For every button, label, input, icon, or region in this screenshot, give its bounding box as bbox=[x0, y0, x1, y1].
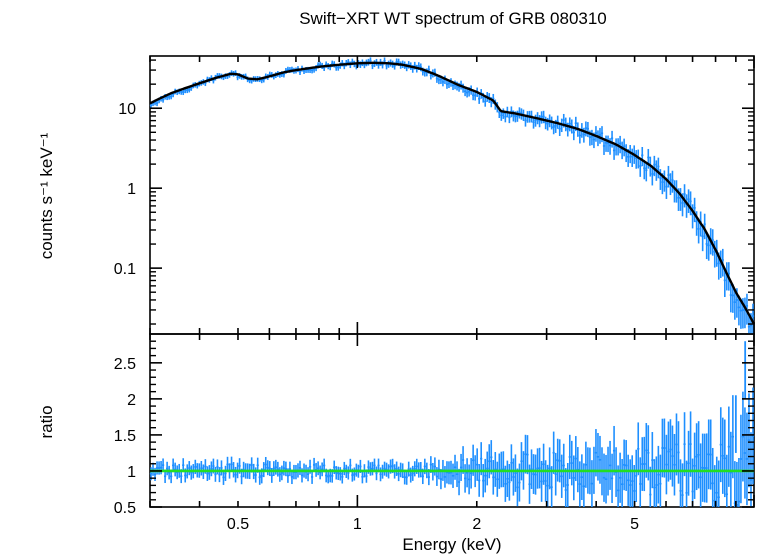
y-tick-label: 2.5 bbox=[114, 356, 136, 373]
y-axis-label-top: counts s⁻¹ keV⁻¹ bbox=[37, 132, 56, 259]
y-tick-label: 0.1 bbox=[114, 261, 136, 278]
y-axis-label-bottom: ratio bbox=[37, 405, 56, 438]
ratio-panel-frame bbox=[149, 333, 755, 508]
ratio-data-layer bbox=[149, 341, 755, 507]
y-tick-label: 1 bbox=[127, 464, 136, 481]
x-tick-label: 0.5 bbox=[227, 516, 249, 533]
spectrum-model-layer bbox=[149, 61, 756, 325]
y-tick-label: 10 bbox=[118, 101, 136, 118]
x-axis-label: Energy (keV) bbox=[402, 535, 501, 554]
ratio-ticks: 0.5 1 1.5 2 2.5 0.5 1 2 5 bbox=[114, 334, 755, 533]
spectrum-panel-frame bbox=[149, 55, 755, 335]
spectrum-model-line bbox=[149, 61, 756, 325]
x-tick-label: 1 bbox=[353, 516, 362, 533]
x-tick-label: 5 bbox=[630, 516, 639, 533]
spectrum-data-layer bbox=[149, 57, 755, 334]
x-tick-label: 2 bbox=[472, 516, 481, 533]
y-tick-label: 2 bbox=[127, 392, 136, 409]
spectrum-ticks: 10 1 0.1 bbox=[114, 56, 755, 334]
ratio-panel: 0.5 1 1.5 2 2.5 0.5 1 2 5 bbox=[114, 333, 755, 533]
spectrum-panel: 10 1 0.1 bbox=[114, 55, 756, 335]
y-tick-label: 1.5 bbox=[114, 428, 136, 445]
y-tick-label: 1 bbox=[127, 181, 136, 198]
y-tick-label: 0.5 bbox=[114, 500, 136, 517]
chart-title: Swift−XRT WT spectrum of GRB 080310 bbox=[299, 9, 607, 28]
